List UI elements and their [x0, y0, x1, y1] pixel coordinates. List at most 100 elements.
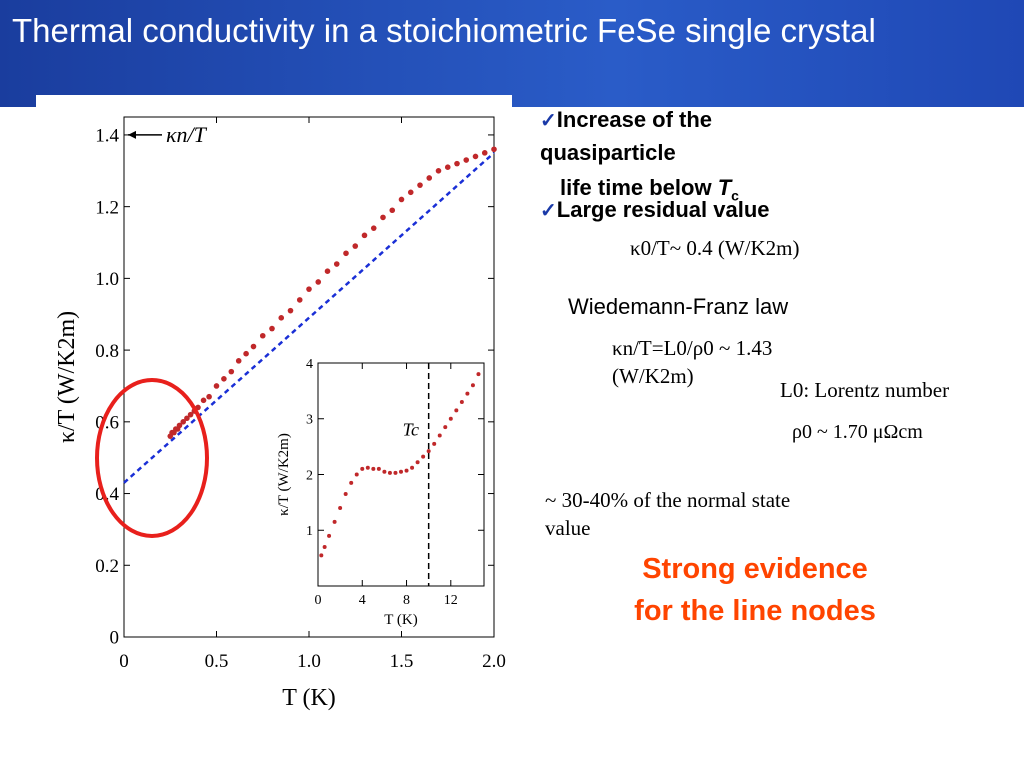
bullet-lifetime: ✓Increase of the quasiparticle — [540, 104, 840, 169]
main-data-point — [213, 383, 220, 389]
normal-state-fraction: ~ 30-40% of the normal state value — [545, 486, 925, 542]
conclusion-line-2: for the line nodes — [634, 595, 876, 627]
bullet-lifetime-line2: life time below Tc — [560, 172, 739, 211]
main-data-point — [259, 332, 266, 339]
inset-data-point — [459, 400, 464, 405]
main-data-point — [481, 150, 488, 156]
inset-data-point — [470, 383, 475, 388]
inset-x-tick-label: 8 — [403, 593, 410, 608]
inset-tc-label: Tc — [403, 419, 419, 439]
main-data-point — [389, 207, 396, 214]
main-data-point — [206, 393, 212, 400]
lorentz-note: L0: Lorentz number — [780, 378, 950, 402]
inset-data-point — [404, 468, 409, 473]
main-data-point — [398, 196, 405, 203]
inset-data-point — [448, 416, 453, 421]
tc-symbol: T — [717, 175, 732, 200]
inset-data-point — [432, 441, 437, 446]
main-data-point — [187, 411, 194, 418]
title-bar — [0, 0, 1024, 107]
kappa-n-annotation: κn/T — [166, 122, 208, 147]
main-x-tick-label: 0.5 — [205, 651, 229, 672]
inset-data-point — [426, 449, 431, 454]
main-data-point — [370, 225, 377, 231]
inset-y-axis-label: κ/T (W/K2m) — [276, 433, 292, 516]
inset-data-point — [399, 469, 403, 474]
main-x-tick-label: 0 — [119, 651, 129, 672]
main-data-point — [250, 343, 257, 350]
main-y-tick-label: 1.0 — [95, 269, 119, 290]
inset-y-tick-label: 1 — [306, 524, 313, 539]
kappan-formula: κn/T=L0/ρ0 ~ 1.43 (W/K2m) — [612, 336, 773, 388]
slide-title: Thermal conductivity in a stoichiometric… — [12, 12, 876, 49]
main-data-point — [200, 397, 207, 404]
wiedemann-franz-label: Wiedemann-Franz law — [568, 294, 789, 319]
main-data-point — [435, 167, 442, 174]
inset-data-point — [387, 470, 392, 475]
inset-data-point — [382, 469, 387, 474]
main-y-tick-label: 0.2 — [95, 556, 119, 577]
bullet-lifetime-text-2: life time below — [560, 175, 712, 200]
main-data-point — [361, 232, 368, 239]
inset-data-point — [360, 466, 365, 471]
main-chart: 0 0.5 1.0 1.5 2.000.20.40.60.81.01.21.4T (K)… — [54, 116, 506, 711]
main-data-point — [491, 146, 497, 153]
inset-data-point — [476, 372, 481, 377]
main-x-tick-label: 1.5 — [390, 651, 414, 672]
main-y-tick-label: 1.2 — [95, 197, 119, 218]
inset-data-point — [343, 492, 348, 497]
inset-x-tick-label: 12 — [444, 593, 458, 608]
main-data-point — [228, 368, 235, 375]
conclusion: Strong evidence for the line nodes — [575, 548, 935, 632]
main-plot-panel: 0 0.5 1.0 1.5 2.0 0 0.2 0.4 0.6 0.8 1.0 1.2 1.4 T (K)… — [36, 95, 512, 717]
inset-data-point — [415, 460, 420, 465]
main-y-tick-label: 0 — [110, 628, 120, 649]
inset-data-point — [443, 425, 448, 430]
kappa-n-arrowhead — [128, 130, 136, 139]
inset-data-point — [365, 465, 370, 470]
inset-data-point — [354, 472, 359, 477]
main-data-point — [463, 157, 470, 163]
bullet-residual-text: Large residual value — [556, 197, 770, 222]
main-data-point — [380, 214, 386, 221]
main-data-point — [333, 261, 340, 267]
inset-data-point — [465, 391, 470, 396]
inset-data-point — [454, 408, 459, 413]
inset-x-tick-label: 0 — [315, 593, 322, 608]
main-fit-line — [123, 151, 495, 484]
main-x-axis-label: T (K) — [282, 685, 336, 711]
inset-data-point — [437, 433, 442, 438]
check-icon-2: ✓ — [540, 200, 557, 222]
main-data-point — [296, 297, 303, 303]
inset-plot-frame — [317, 362, 485, 587]
main-data-point — [306, 286, 312, 292]
fraction-line-1: ~ 30-40% of the normal state — [545, 488, 791, 512]
main-data-point — [278, 315, 285, 321]
inset-y-tick-label: 4 — [306, 357, 313, 372]
main-data-point — [221, 375, 227, 382]
main-y-axis-label: κ/T (W/K2m) — [54, 311, 80, 443]
main-data-point — [243, 350, 249, 357]
tc-subscript: c — [731, 187, 739, 204]
conclusion-line-1: Strong evidence — [642, 553, 868, 585]
inset-data-point — [332, 519, 337, 524]
main-data-point — [407, 189, 414, 196]
inset-data-point — [393, 470, 398, 475]
main-data-point — [444, 164, 451, 171]
inset-y-tick-label: 2 — [306, 468, 313, 483]
rho0-note: ρ0 ~ 1.70 μΩcm — [792, 421, 923, 443]
inset-data-point — [371, 466, 376, 471]
main-data-point — [315, 279, 322, 285]
fraction-line-2: value — [545, 516, 591, 540]
main-y-tick-label: 1.4 — [95, 126, 119, 147]
main-data-point — [417, 182, 423, 188]
main-data-point — [426, 175, 433, 181]
highlight-circle — [95, 378, 209, 538]
inset-data-point — [322, 544, 327, 549]
main-data-point — [472, 153, 479, 160]
main-data-point — [343, 250, 349, 257]
inset-data-point — [410, 465, 415, 470]
main-data-point — [184, 415, 190, 422]
inset-data-point — [327, 533, 332, 538]
inset-y-tick-label: 3 — [306, 413, 313, 428]
